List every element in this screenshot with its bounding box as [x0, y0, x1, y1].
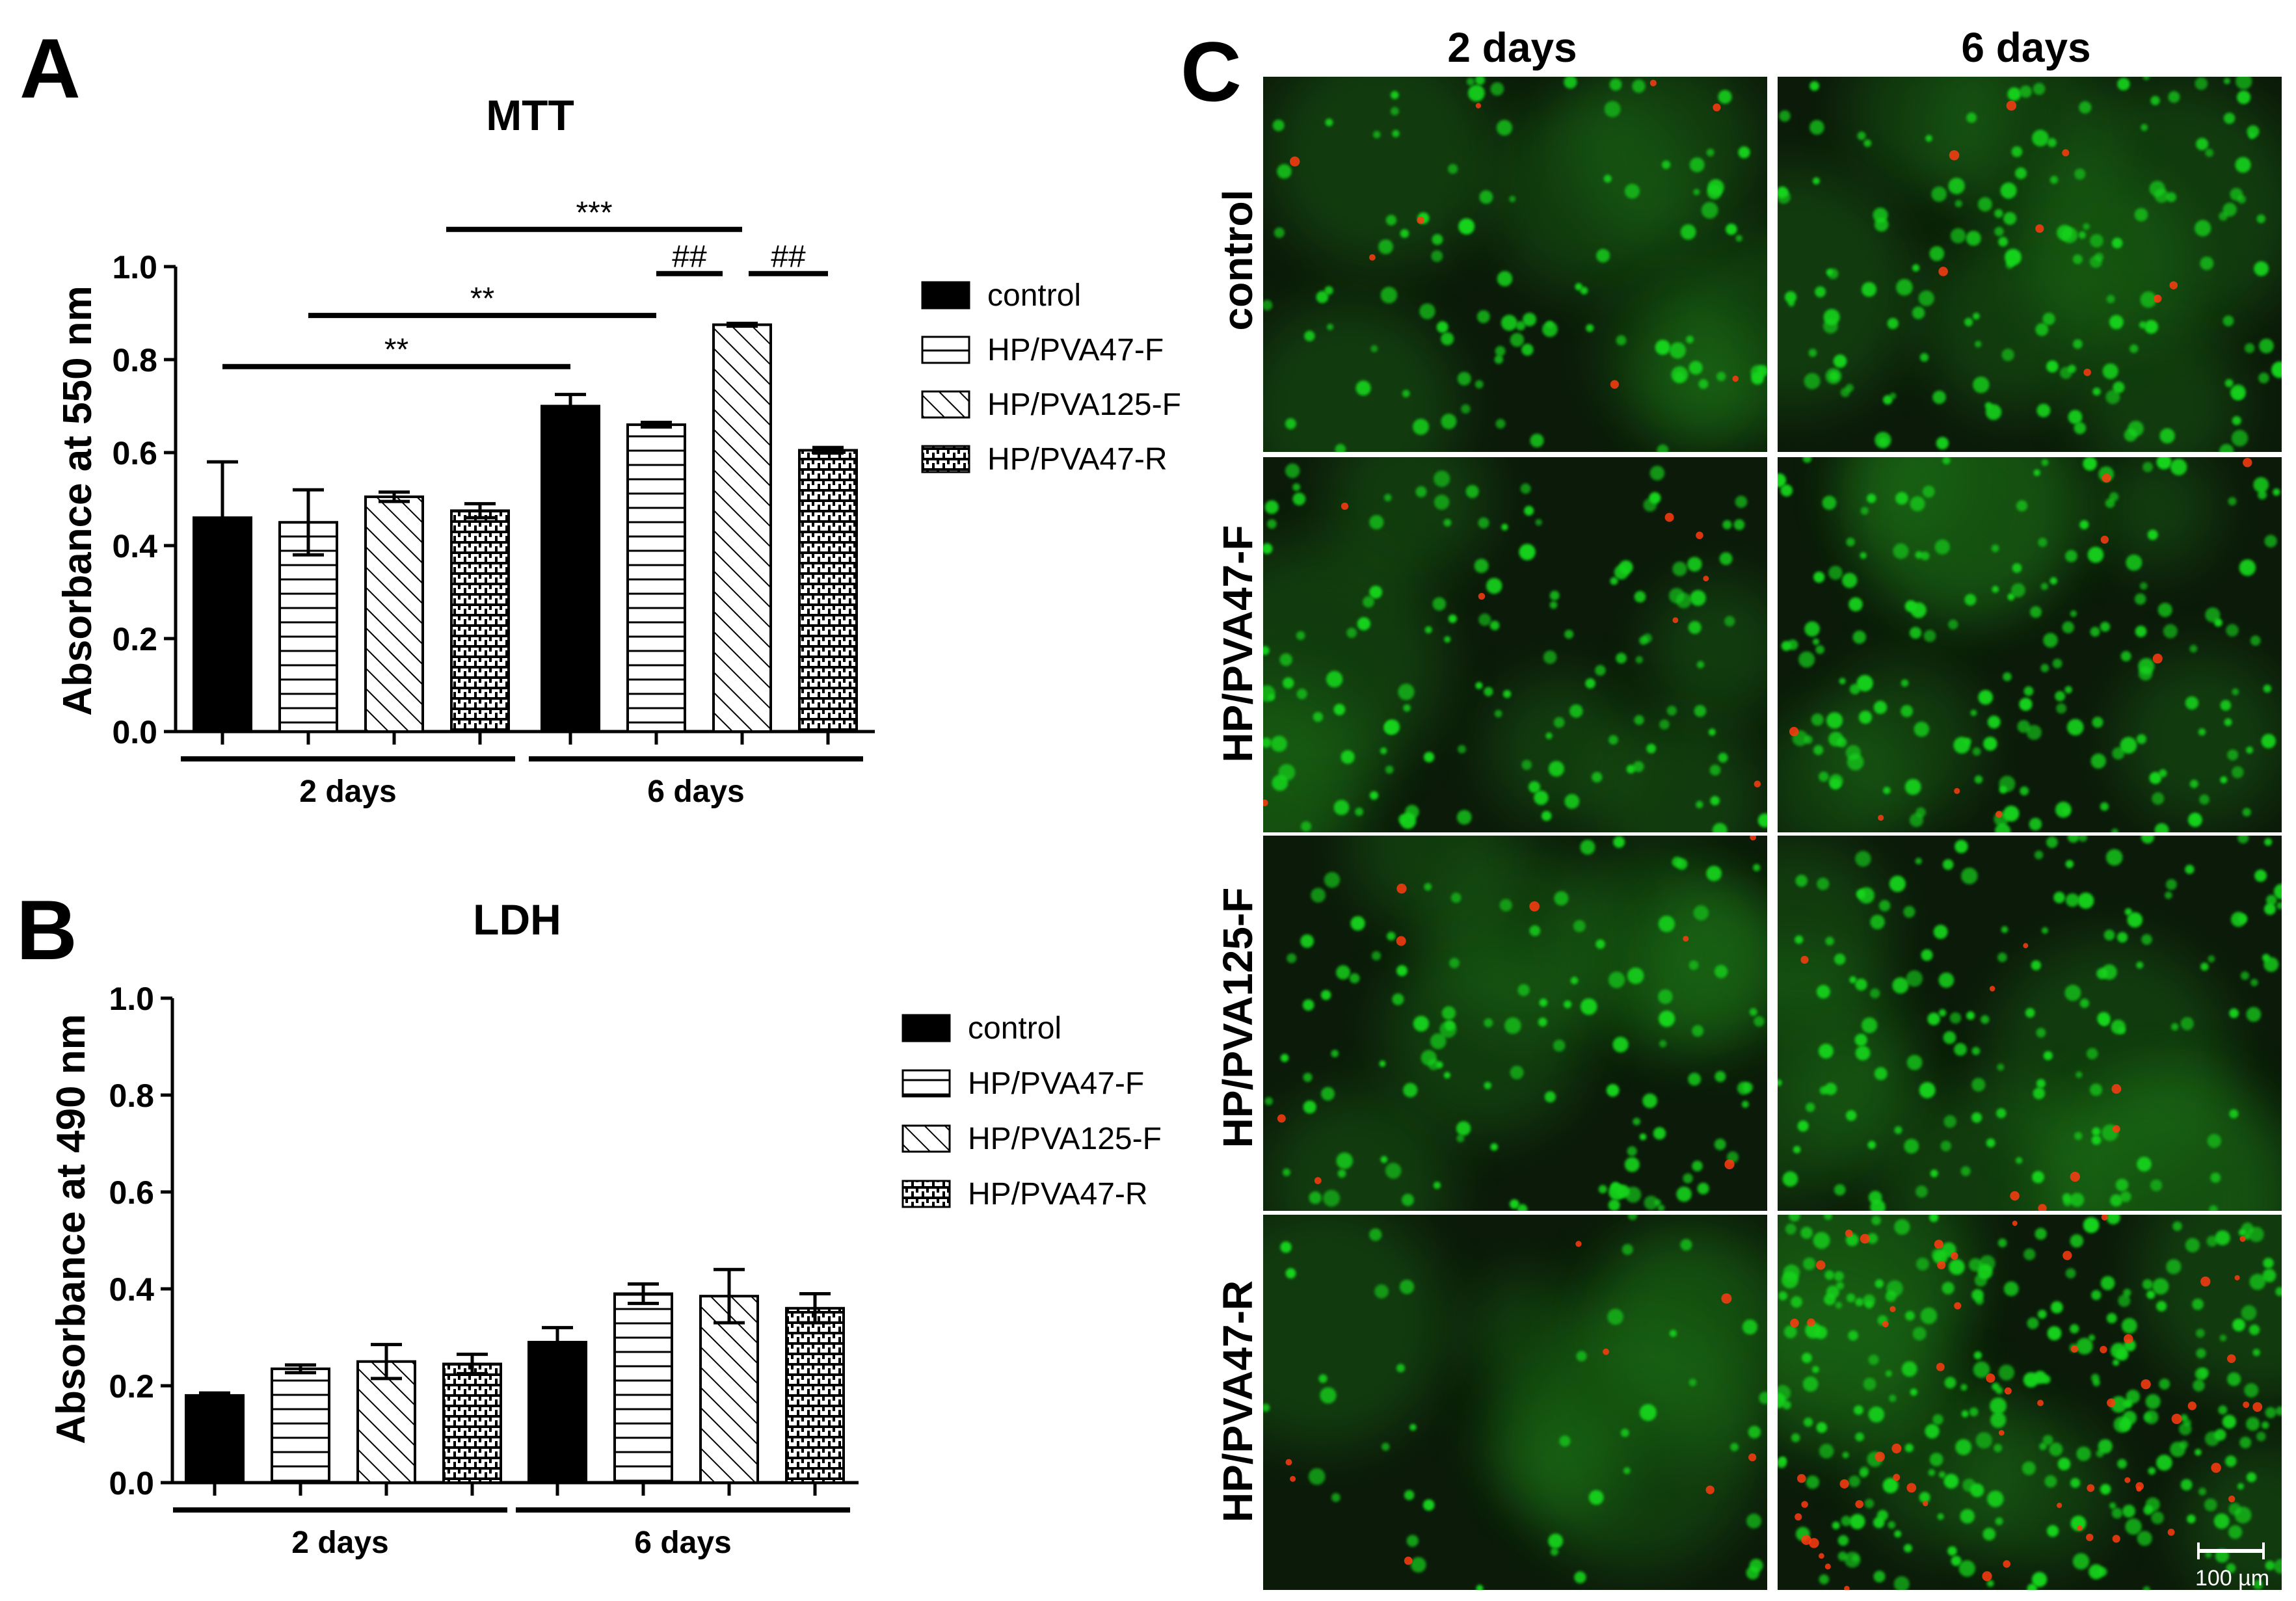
micrograph-hp-pva47-r-6-days	[1778, 1215, 2282, 1590]
y-tick-label: 0.0	[112, 714, 157, 750]
y-tick-label: 0.4	[112, 528, 157, 564]
chart-ldh: LDH Absorbance at 490 nm 0.0 0.2 0.4 0.6 0.8…	[49, 895, 1162, 1560]
legend-swatch-hp-pva47-f	[901, 1069, 951, 1098]
chart-mtt: MTT Absorbance at 550 nm 0.0 0.2 0.4 0.6 0.8…	[55, 91, 1181, 809]
legend-label-hp-pva47-r: HP/PVA47-R	[987, 442, 1168, 477]
significance-marker: **	[384, 333, 408, 367]
chart-title: MTT	[486, 91, 574, 139]
bar-hp-pva47-f-6-days	[613, 1292, 673, 1484]
row-label-hp-pva125-f: HP/PVA125-F	[1214, 888, 1261, 1148]
y-tick-label: 0.8	[112, 342, 157, 378]
bar-hp-pva47-r-2-days	[450, 509, 510, 733]
y-tick-label: 0.6	[112, 435, 157, 471]
y-tick-label: 0.2	[112, 621, 157, 657]
legend-label-hp-pva125-f: HP/PVA125-F	[987, 388, 1181, 422]
bar-hp-pva125-f-2-days	[364, 495, 424, 733]
bar-hp-pva47-f-2-days	[278, 521, 338, 733]
bar-hp-pva125-f-6-days	[712, 323, 772, 733]
micrograph-hp-pva47-f-2-days	[1263, 457, 1767, 832]
legend-label-control: control	[968, 1011, 1061, 1046]
micrograph-hp-pva125-f-6-days	[1778, 836, 2282, 1211]
micrograph-control-6-days	[1778, 77, 2282, 452]
group-label-6-days: 6 days	[634, 1526, 731, 1560]
bar-hp-pva125-f-6-days	[699, 1295, 759, 1485]
y-tick-label: 1.0	[112, 249, 157, 285]
bar-control-6-days	[527, 1340, 587, 1484]
scale-bar: 100 µm	[2195, 1542, 2269, 1591]
legend-label-hp-pva47-r: HP/PVA47-R	[968, 1177, 1148, 1211]
legend-swatch-hp-pva125-f	[921, 390, 970, 419]
legend-swatch-control	[921, 281, 970, 310]
legend-swatch-hp-pva47-f	[921, 336, 970, 364]
micrograph-control-2-days	[1263, 77, 1767, 452]
significance-marker: ***	[576, 196, 612, 230]
y-axis-label: Absorbance at 490 nm	[49, 1014, 94, 1444]
y-axis-label: Absorbance at 550 nm	[55, 285, 100, 716]
legend-swatch-hp-pva47-r	[921, 445, 970, 473]
bar-hp-pva47-r-6-days	[785, 1306, 845, 1485]
y-tick-label: 0.8	[109, 1078, 154, 1114]
significance-marker: **	[470, 282, 494, 316]
group-label-2-days: 2 days	[299, 774, 396, 809]
row-label-control: control	[1214, 190, 1261, 331]
significance-marker: ##	[672, 240, 707, 274]
legend-swatch-hp-pva47-r	[901, 1180, 951, 1208]
row-label-hp-pva47-r: HP/PVA47-R	[1214, 1280, 1261, 1522]
micrograph-panel: 2 days 6 days control HP/PVA47-F HP/PVA1…	[1214, 24, 2282, 1591]
bar-hp-pva47-r-6-days	[798, 449, 858, 733]
y-tick-label: 1.0	[109, 981, 154, 1017]
panel-letter-c: C	[1181, 24, 1242, 119]
column-header-2-days: 2 days	[1447, 24, 1577, 71]
micrograph-hp-pva47-f-6-days	[1778, 457, 2282, 832]
group-label-2-days: 2 days	[291, 1526, 388, 1560]
bar-hp-pva47-r-2-days	[442, 1362, 502, 1485]
legend-swatch-hp-pva125-f	[901, 1124, 951, 1153]
micrograph-hp-pva125-f-2-days	[1263, 836, 1767, 1211]
chart-title: LDH	[473, 895, 561, 944]
panel-letter-a: A	[20, 21, 81, 116]
y-tick-label: 0.2	[109, 1368, 154, 1405]
legend-label-hp-pva47-f: HP/PVA47-F	[968, 1066, 1144, 1101]
bar-control-6-days	[541, 404, 600, 733]
legend-label-hp-pva47-f: HP/PVA47-F	[987, 333, 1164, 367]
scale-bar-label: 100 µm	[2195, 1566, 2269, 1591]
bar-hp-pva47-f-6-days	[626, 423, 686, 733]
legend-label-hp-pva125-f: HP/PVA125-F	[968, 1122, 1162, 1156]
y-tick-label: 0.6	[109, 1174, 154, 1211]
bar-hp-pva47-f-2-days	[271, 1367, 330, 1485]
y-tick-label: 0.0	[109, 1465, 154, 1502]
column-header-6-days: 6 days	[1961, 24, 2090, 71]
panel-letter-b: B	[16, 882, 77, 977]
significance-marker: ##	[771, 240, 806, 274]
legend-label-control: control	[987, 278, 1081, 313]
y-tick-label: 0.4	[109, 1271, 154, 1308]
micrograph-hp-pva47-r-2-days	[1263, 1215, 1767, 1590]
row-label-hp-pva47-f: HP/PVA47-F	[1214, 525, 1261, 762]
legend-swatch-control	[901, 1014, 951, 1042]
bar-control-2-days	[185, 1394, 245, 1484]
group-label-6-days: 6 days	[647, 774, 744, 809]
